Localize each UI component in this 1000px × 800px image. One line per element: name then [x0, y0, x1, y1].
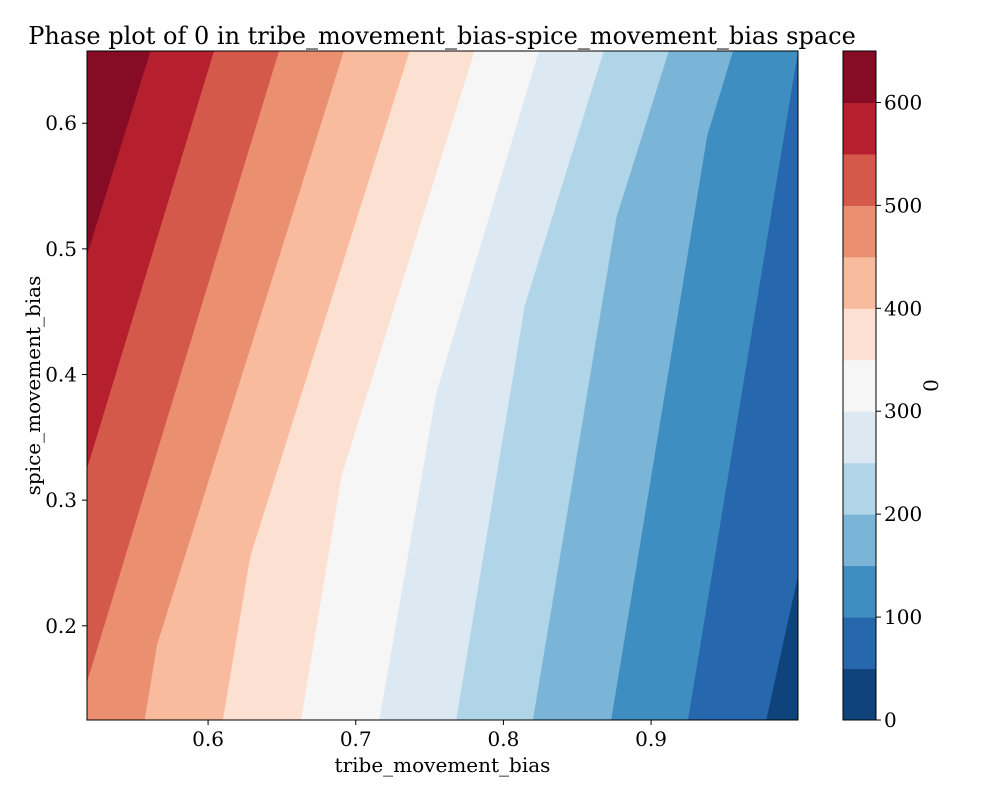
chart-title: Phase plot of 0 in tribe_movement_bias-s…	[28, 22, 856, 50]
y-tick-label: 0.4	[45, 363, 77, 387]
x-tick-label: 0.9	[635, 727, 667, 751]
colorbar-ticks: 0 100 200 300 400 500 600	[876, 90, 922, 732]
colorbar-segment	[843, 411, 876, 464]
colorbar-tick-label: 0	[884, 708, 897, 732]
x-tick-label: 0.6	[192, 727, 224, 751]
contour-band-550	[87, 51, 214, 720]
x-tick-label: 0.8	[488, 727, 520, 751]
colorbar-segment	[843, 102, 876, 155]
plot-frame	[86, 50, 799, 721]
colorbar-tick-label: 600	[884, 90, 922, 114]
y-tick-label: 0.5	[45, 237, 77, 261]
colorbar-frame	[842, 50, 877, 721]
colorbar-segment	[843, 617, 876, 670]
colorbar-segment	[843, 205, 876, 258]
y-axis-ticks: 0.2 0.3 0.4 0.5 0.6	[45, 111, 87, 638]
contour-band-600	[87, 51, 151, 720]
colorbar-tick-label: 500	[884, 193, 922, 217]
y-tick-label: 0.3	[45, 488, 77, 512]
contour-bands	[87, 51, 798, 720]
colorbar-tick-label: 200	[884, 502, 922, 526]
y-tick-label: 0.6	[45, 111, 77, 135]
colorbar-segment	[843, 359, 876, 412]
x-axis-label: tribe_movement_bias	[335, 753, 551, 777]
colorbar-tick-label: 100	[884, 605, 922, 629]
colorbar-segment	[843, 256, 876, 309]
y-axis-label: spice_movement_bias	[21, 276, 45, 496]
colorbar-segment	[843, 308, 876, 361]
colorbar-tick-label: 300	[884, 399, 922, 423]
x-tick-label: 0.7	[340, 727, 372, 751]
colorbar-tick-label: 400	[884, 296, 922, 320]
colorbar-segment	[843, 51, 876, 103]
colorbar-segment	[843, 462, 876, 515]
x-axis-ticks: 0.6 0.7 0.8 0.9	[192, 720, 667, 751]
y-tick-label: 0.2	[45, 614, 77, 638]
colorbar	[842, 50, 877, 721]
colorbar-segment	[843, 514, 876, 567]
colorbar-label: 0	[919, 379, 943, 392]
colorbar-segment	[843, 668, 876, 721]
colorbar-segment	[843, 153, 876, 206]
colorbar-segment	[843, 565, 876, 618]
